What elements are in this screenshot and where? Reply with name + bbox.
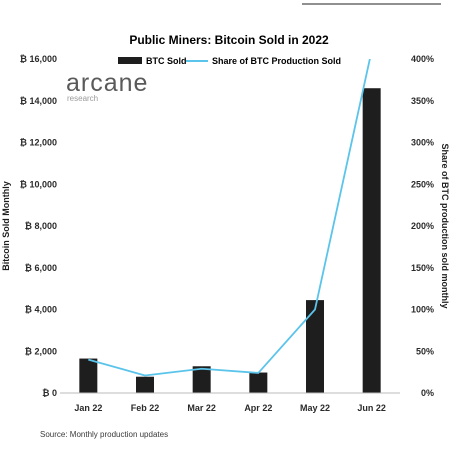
x-tick-label: May 22	[300, 403, 330, 413]
y-tick-right: 150%	[411, 263, 434, 273]
y-tick-right: 350%	[411, 96, 434, 106]
arcane-logo: arcane research	[66, 69, 148, 103]
legend-label-share: Share of BTC Production Sold	[212, 56, 341, 66]
legend: BTC Sold Share of BTC Production Sold	[118, 56, 341, 66]
legend-swatch-btc-sold	[118, 57, 142, 64]
logo-subtitle: research	[67, 94, 98, 103]
y-axis-label-left: Bitcoin Sold Monthly	[1, 181, 11, 271]
x-tick-label: Apr 22	[244, 403, 272, 413]
y-tick-right: 200%	[411, 221, 434, 231]
x-axis-ticks: Jan 22 Feb 22 Mar 22 Apr 22 May 22 Jun 22	[74, 403, 386, 413]
line-series	[88, 59, 371, 377]
line-share-of-production	[88, 59, 371, 377]
y-tick-left: ₿ 6,000	[25, 263, 57, 273]
legend-label-btc-sold: BTC Sold	[146, 56, 187, 66]
x-tick-label: Jun 22	[357, 403, 386, 413]
y-tick-left: ₿ 12,000	[20, 138, 57, 148]
bar	[136, 376, 154, 393]
left-axis-ticks: ₿ 16,000 ₿ 14,000 ₿ 12,000 ₿ 10,000 ₿ 8,000 ₿…	[20, 54, 57, 398]
y-tick-right: 400%	[411, 54, 434, 64]
y-tick-left: ₿ 10,000	[20, 179, 57, 189]
logo-wordmark: arcane	[66, 69, 148, 97]
bar	[306, 300, 324, 393]
right-axis-ticks: 400% 350% 300% 250% 200% 150% 100% 50% 0%	[411, 54, 434, 398]
y-axis-label-right: Share of BTC production sold monthly	[440, 144, 450, 309]
y-tick-right: 100%	[411, 305, 434, 315]
source-note: Source: Monthly production updates	[40, 430, 168, 439]
y-tick-right: 300%	[411, 138, 434, 148]
x-tick-label: Feb 22	[131, 403, 160, 413]
x-tick-label: Mar 22	[187, 403, 216, 413]
x-tick-label: Jan 22	[74, 403, 102, 413]
y-tick-right: 250%	[411, 179, 434, 189]
y-tick-right: 50%	[416, 346, 434, 356]
y-tick-right: 0%	[421, 388, 434, 398]
bar	[192, 366, 211, 393]
y-tick-left: ₿ 2,000	[25, 346, 57, 356]
bar	[249, 372, 268, 393]
bar	[362, 88, 381, 393]
chart-title: Public Miners: Bitcoin Sold in 2022	[129, 33, 329, 47]
y-tick-left: ₿ 16,000	[20, 54, 57, 64]
bar	[79, 358, 98, 393]
y-tick-left: ₿ 14,000	[20, 96, 57, 106]
y-tick-left: ₿ 4,000	[25, 305, 57, 315]
y-tick-left: ₿ 8,000	[25, 221, 57, 231]
y-tick-left: ₿ 0	[42, 388, 57, 398]
bar-series	[79, 88, 381, 393]
